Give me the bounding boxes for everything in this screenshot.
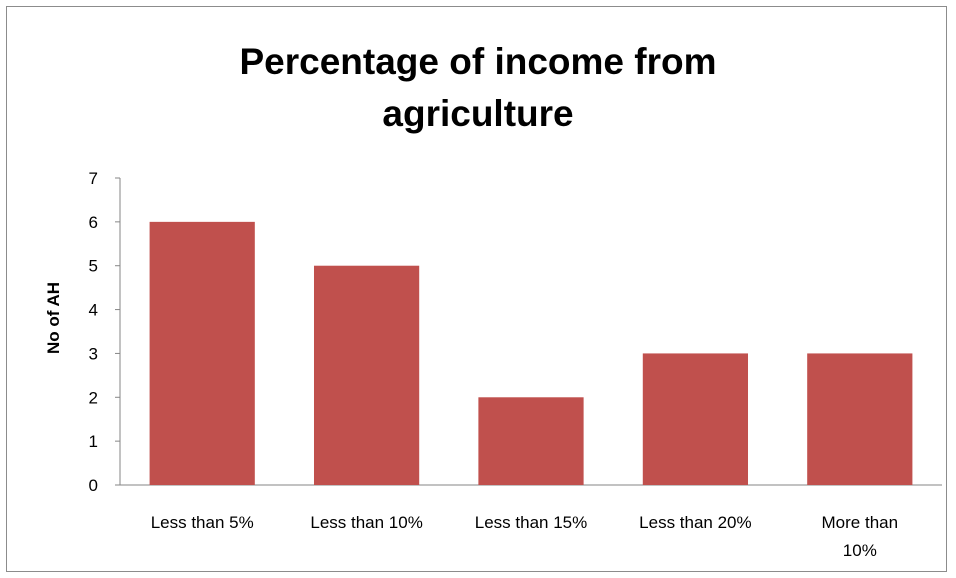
chart-title: Percentage of income from agriculture — [0, 36, 956, 140]
x-tick-label-2: Less than 15% — [475, 513, 587, 532]
y-tick-label-4: 4 — [89, 301, 98, 320]
x-tick-label-4-line-1: 10% — [843, 541, 877, 560]
chart-title-line-1: Percentage of income from — [239, 41, 717, 82]
y-tick-label-1: 1 — [89, 432, 98, 451]
x-tick-label-0: Less than 5% — [151, 513, 254, 532]
bar-2 — [478, 397, 584, 485]
bar-4 — [807, 353, 913, 485]
bar-3 — [642, 353, 749, 485]
y-tick-label-2: 2 — [89, 388, 98, 407]
y-tick-label-6: 6 — [89, 213, 98, 232]
x-tick-label-3: Less than 20% — [639, 513, 751, 532]
x-tick-label-1: Less than 10% — [310, 513, 422, 532]
y-tick-label-3: 3 — [89, 344, 98, 363]
x-tick-label-4-line-0: More than — [822, 513, 899, 532]
bar-0 — [149, 221, 255, 485]
y-tick-label-0: 0 — [89, 476, 98, 495]
y-tick-label-5: 5 — [89, 257, 98, 276]
y-tick-label-7: 7 — [89, 169, 98, 188]
chart-title-line-2: agriculture — [382, 93, 574, 134]
bar-1 — [313, 265, 420, 485]
